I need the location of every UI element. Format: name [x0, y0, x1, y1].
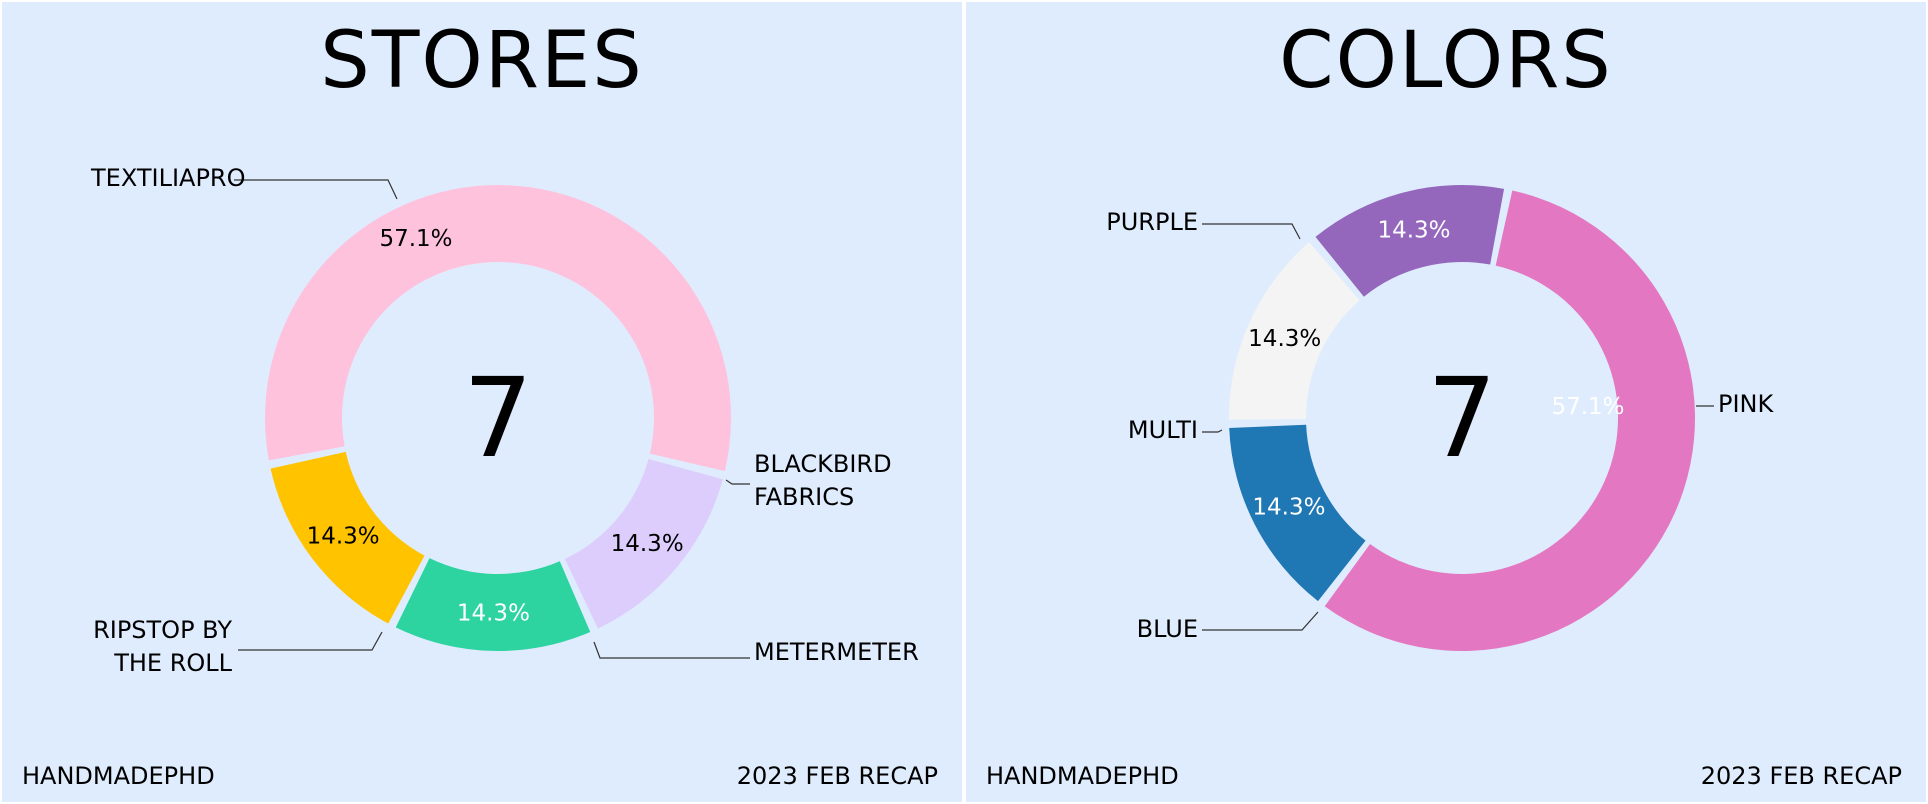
leader-line-blackbird-fabrics [725, 479, 750, 485]
category-label-multi: MULTI [1128, 416, 1198, 444]
category-label-blue: BLUE [1137, 615, 1198, 643]
category-label-pink: PINK [1718, 390, 1775, 418]
slice-blue [1229, 424, 1366, 602]
colors-panel: 57.1% PINK 14.3% BLUE 14.3% MULTI 14.3% PURPLE 7… [966, 2, 1926, 802]
stores-donut-chart: 57.1% TEXTILIAPRO 14.3% BLACKBIRD FABRICS 14.… [90, 164, 919, 677]
category-label-textiliapro: TEXTILIAPRO [90, 164, 246, 192]
slice-blackbird-fabrics [564, 459, 723, 629]
category-label-metermeter: METERMETER [754, 638, 919, 666]
colors-chart-title: COLORS [1279, 16, 1613, 106]
category-label-purple: PURPLE [1106, 208, 1198, 236]
leader-line-textiliapro [234, 179, 398, 200]
pct-label-blue: 14.3% [1252, 495, 1325, 521]
pct-label-purple: 14.3% [1377, 218, 1450, 244]
recap-label: 2023 FEB RECAP [1700, 762, 1902, 790]
leader-line-purple [1202, 223, 1301, 240]
slice-textiliapro [265, 185, 731, 472]
pct-label-textiliapro: 57.1% [379, 226, 452, 252]
stores-panel: 57.1% TEXTILIAPRO 14.3% BLACKBIRD FABRICS 14.… [2, 2, 962, 802]
center-total: 7 [463, 354, 533, 482]
brand-label: HANDMADEPHD [986, 762, 1179, 790]
slice-purple [1315, 185, 1505, 297]
slice-pink [1324, 190, 1695, 652]
stores-chart-title: STORES [320, 16, 644, 106]
slice-metermeter [395, 558, 591, 651]
leader-line-ripstop-by-the-roll [238, 631, 383, 651]
pct-label-metermeter: 14.3% [457, 600, 530, 626]
pct-label-pink: 57.1% [1551, 394, 1624, 420]
leader-line-blue [1202, 611, 1319, 631]
category-label-ripstop-by-the-roll: RIPSTOP BY THE ROLL [93, 616, 233, 677]
category-label-blackbird-fabrics: BLACKBIRD FABRICS [754, 450, 892, 511]
pct-label-ripstop-by-the-roll: 14.3% [307, 524, 380, 550]
pct-label-blackbird-fabrics: 14.3% [611, 531, 684, 557]
colors-donut-chart: 57.1% PINK 14.3% BLUE 14.3% MULTI 14.3% PURPLE 7 [1106, 185, 1775, 652]
brand-label: HANDMADEPHD [22, 762, 215, 790]
slice-multi [1229, 242, 1360, 420]
leader-line-metermeter [593, 641, 750, 659]
slice-ripstop-by-the-roll [270, 451, 425, 624]
recap-label: 2023 FEB RECAP [736, 762, 938, 790]
center-total: 7 [1427, 354, 1497, 482]
leader-line-multi [1202, 429, 1223, 433]
pct-label-multi: 14.3% [1248, 326, 1321, 352]
